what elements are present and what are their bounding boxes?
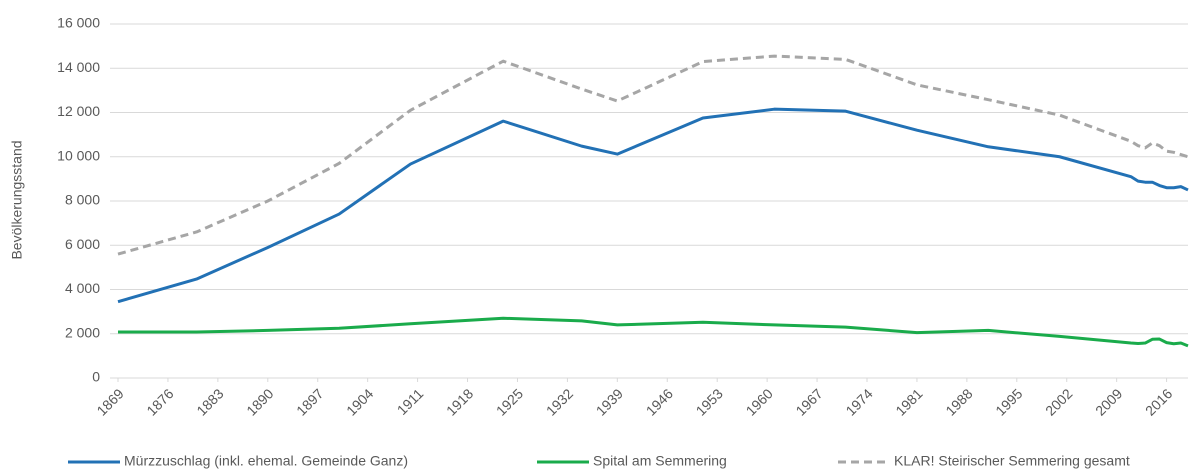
x-tick-label: 1988 xyxy=(942,385,975,418)
x-tick-label: 1946 xyxy=(643,385,676,418)
x-tick-label: 1883 xyxy=(193,385,226,418)
x-tick-label: 1953 xyxy=(693,385,726,418)
x-tick-label: 2016 xyxy=(1142,385,1175,418)
y-tick-label: 12 000 xyxy=(57,103,100,119)
y-axis-label: Bevölkerungsstand xyxy=(9,140,25,259)
x-tick-label: 1897 xyxy=(293,385,326,418)
x-tick-label: 1911 xyxy=(394,385,427,418)
legend-label: Mürzzuschlag (inkl. ehemal. Gemeinde Gan… xyxy=(124,453,408,469)
x-tick-label: 1981 xyxy=(892,385,925,418)
x-tick-label: 1932 xyxy=(543,385,576,418)
x-tick-label: 1904 xyxy=(343,385,376,418)
x-tick-label: 1974 xyxy=(842,385,875,418)
legend-label: KLAR! Steirischer Semmering gesamt xyxy=(894,453,1130,469)
x-tick-label: 1939 xyxy=(593,385,626,418)
series-line xyxy=(118,316,1189,348)
x-tick-label: 1995 xyxy=(992,385,1025,418)
y-tick-label: 2 000 xyxy=(65,324,100,340)
y-tick-label: 16 000 xyxy=(57,15,100,31)
y-tick-label: 10 000 xyxy=(57,147,100,163)
x-tick-label: 1925 xyxy=(493,385,526,418)
y-tick-label: 8 000 xyxy=(65,192,100,208)
x-tick-label: 1890 xyxy=(243,385,276,418)
x-tick-label: 1967 xyxy=(792,385,825,418)
x-tick-label: 1960 xyxy=(743,385,776,418)
x-tick-label: 1918 xyxy=(443,385,476,418)
y-tick-label: 0 xyxy=(92,369,100,385)
x-tick-label: 2002 xyxy=(1042,385,1075,418)
x-tick-label: 1876 xyxy=(143,385,176,418)
y-tick-label: 14 000 xyxy=(57,59,100,75)
y-tick-label: 6 000 xyxy=(65,236,100,252)
x-tick-label: 1869 xyxy=(93,385,126,418)
x-tick-label: 2009 xyxy=(1092,385,1125,418)
series-line xyxy=(117,54,1189,256)
series-line xyxy=(117,107,1189,304)
y-tick-label: 4 000 xyxy=(65,280,100,296)
legend-label: Spital am Semmering xyxy=(593,453,727,469)
